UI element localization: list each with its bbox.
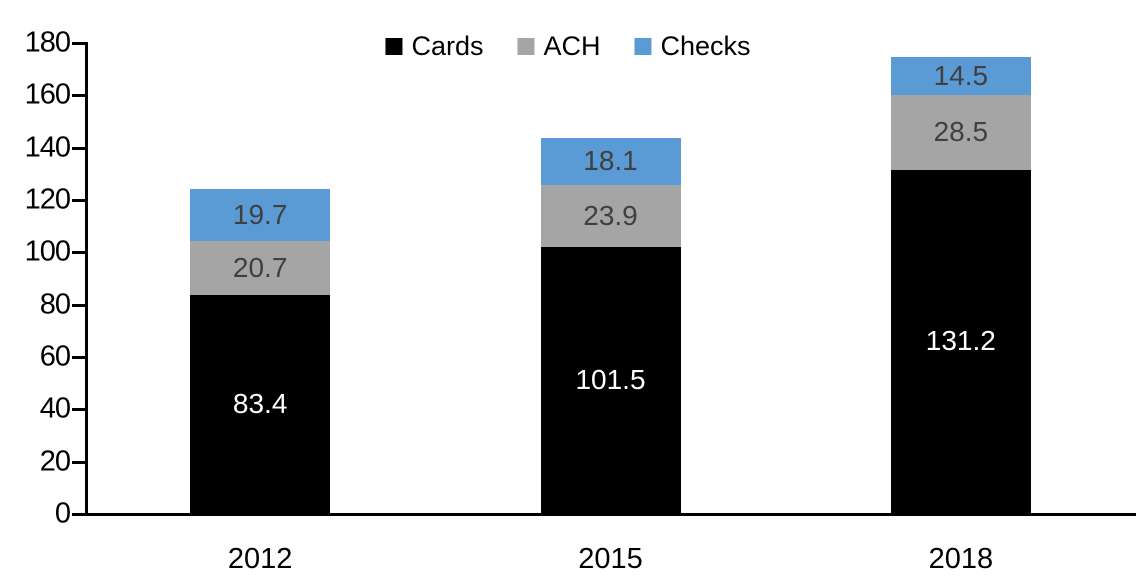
legend-swatch-ach-icon <box>517 38 535 55</box>
y-tick-mark <box>72 460 85 464</box>
legend-label-cards: Cards <box>411 31 484 61</box>
bar-value-checks-2018: 14.5 <box>933 60 989 92</box>
y-tick-label: 40 <box>39 392 71 425</box>
y-tick-label: 0 <box>54 497 71 530</box>
y-tick-label: 60 <box>39 340 71 373</box>
y-tick-mark <box>72 408 85 412</box>
legend-item-ach: ACH <box>517 31 601 62</box>
y-axis-line <box>85 42 88 516</box>
bar-segment-ach-2015: 23.9 <box>540 184 681 248</box>
y-tick-label: 80 <box>39 288 71 321</box>
legend-label-ach: ACH <box>543 31 601 61</box>
legend-item-checks: Checks <box>634 31 751 62</box>
y-tick-mark <box>72 356 85 359</box>
bar-value-cards-2018: 131.2 <box>925 325 996 357</box>
legend-swatch-checks-icon <box>634 38 652 55</box>
y-tick-label: 120 <box>24 183 71 216</box>
bar-value-checks-2015: 18.1 <box>583 145 638 177</box>
bar-segment-ach-2012: 20.7 <box>190 240 331 295</box>
bar-segment-cards-2015: 101.5 <box>540 247 681 513</box>
y-tick-label: 20 <box>39 445 71 478</box>
y-tick-label: 180 <box>24 26 71 59</box>
y-tick-mark <box>72 146 85 150</box>
bar-value-ach-2012: 20.7 <box>232 251 288 283</box>
y-tick-label: 100 <box>24 235 71 268</box>
bar-segment-ach-2018: 28.5 <box>890 95 1031 170</box>
bar-value-ach-2015: 23.9 <box>583 200 638 232</box>
x-tick-label-2015: 2015 <box>578 543 643 575</box>
bar-value-checks-2012: 19.7 <box>232 198 288 230</box>
chart-legend: Cards ACH Checks <box>385 31 751 62</box>
bar-segment-checks-2012: 19.7 <box>190 189 331 241</box>
y-tick-mark <box>72 199 85 202</box>
y-tick-mark <box>72 513 85 516</box>
y-tick-mark <box>72 42 85 45</box>
x-tick-label-2012: 2012 <box>227 543 293 575</box>
y-tick-mark <box>72 251 85 255</box>
y-tick-label: 160 <box>24 78 71 111</box>
x-tick-label-2018: 2018 <box>928 543 994 575</box>
bar-segment-cards-2012: 83.4 <box>190 294 331 513</box>
bar-value-cards-2015: 101.5 <box>575 364 646 396</box>
y-tick-mark <box>72 94 85 98</box>
legend-label-checks: Checks <box>660 31 751 61</box>
bar-segment-checks-2015: 18.1 <box>540 137 681 185</box>
legend-item-cards: Cards <box>385 31 483 62</box>
y-tick-label: 140 <box>24 131 71 164</box>
bar-value-ach-2018: 28.5 <box>933 116 989 148</box>
bar-segment-checks-2018: 14.5 <box>890 57 1031 96</box>
bar-segment-cards-2018: 131.2 <box>890 169 1031 513</box>
legend-swatch-cards-icon <box>385 38 403 55</box>
y-tick-mark <box>72 303 85 307</box>
x-axis-line <box>85 513 1136 516</box>
bar-value-cards-2012: 83.4 <box>232 387 288 419</box>
